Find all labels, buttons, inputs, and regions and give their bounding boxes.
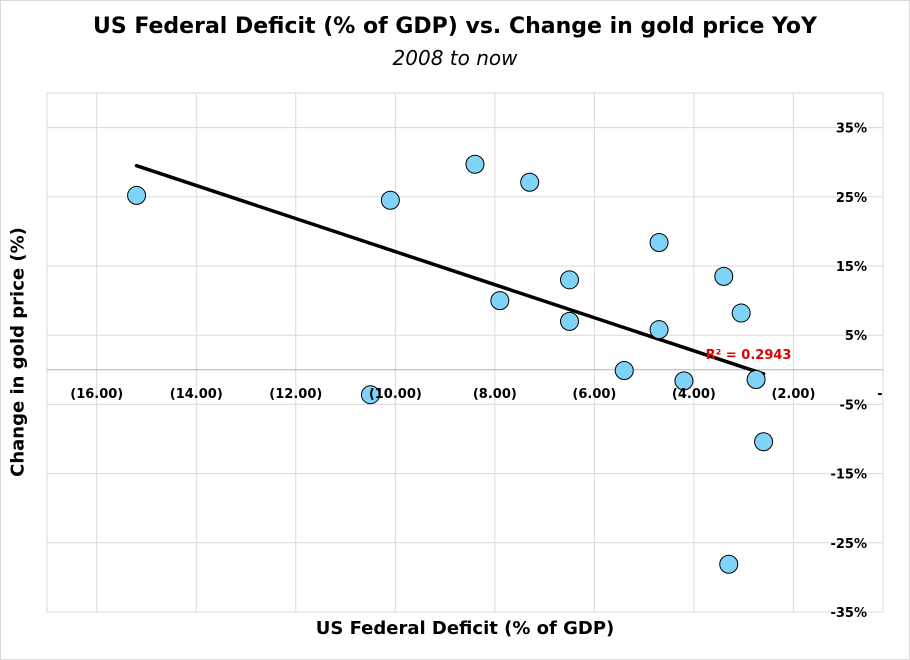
x-tick-label: (10.00): [369, 387, 422, 402]
y-axis-title: Change in gold price (%): [7, 227, 29, 477]
x-tick-label: (14.00): [170, 387, 223, 402]
data-point: [520, 172, 540, 192]
x-tick-label: (12.00): [269, 387, 322, 402]
chart-title: US Federal Deficit (% of GDP) vs. Change…: [93, 14, 817, 39]
data-point: [360, 385, 380, 405]
data-point: [714, 266, 734, 286]
y-tick-label: 35%: [836, 122, 867, 137]
x-axis-title: US Federal Deficit (% of GDP): [315, 618, 615, 639]
data-point: [380, 190, 400, 210]
x-tick-label: (16.00): [70, 387, 123, 402]
y-tick-label: 25%: [836, 191, 867, 206]
y-tick-labels: 35% 25% 15% 5% -5% -15% -25% -35%: [830, 122, 867, 621]
grid-lines: [46, 92, 884, 613]
data-point: [465, 154, 485, 174]
data-point: [560, 311, 579, 331]
trendline: [134, 163, 766, 376]
y-tick-label: -35%: [830, 606, 867, 621]
data-point: [674, 371, 694, 391]
trendline-group: [134, 163, 766, 376]
data-point: [127, 185, 147, 205]
data-point: [490, 291, 510, 311]
y-tick-label: -5%: [840, 398, 867, 413]
data-point: [649, 320, 669, 340]
data-point: [649, 232, 669, 252]
data-point: [719, 554, 739, 574]
x-tick-label: -: [877, 387, 882, 402]
x-tick-label: (2.00): [771, 387, 815, 402]
x-tick-labels: (16.00) (14.00) (12.00) (10.00) (8.00) (6.00)…: [70, 387, 882, 402]
data-points: [127, 154, 774, 574]
y-tick-label: -25%: [830, 537, 867, 552]
r-squared-label: R² = 0.2943: [706, 348, 792, 363]
x-tick-label: (4.00): [672, 387, 716, 402]
chart-subtitle: 2008 to now: [392, 46, 518, 70]
data-point: [746, 369, 766, 389]
data-point: [560, 270, 579, 290]
data-point: [731, 303, 751, 323]
y-tick-label: 15%: [836, 260, 867, 275]
x-tick-label: (6.00): [572, 387, 616, 402]
data-point: [614, 360, 634, 380]
x-tick-label: (8.00): [473, 387, 517, 402]
y-tick-label: 5%: [845, 329, 867, 344]
y-tick-label: -15%: [830, 468, 867, 483]
data-point: [754, 432, 774, 452]
